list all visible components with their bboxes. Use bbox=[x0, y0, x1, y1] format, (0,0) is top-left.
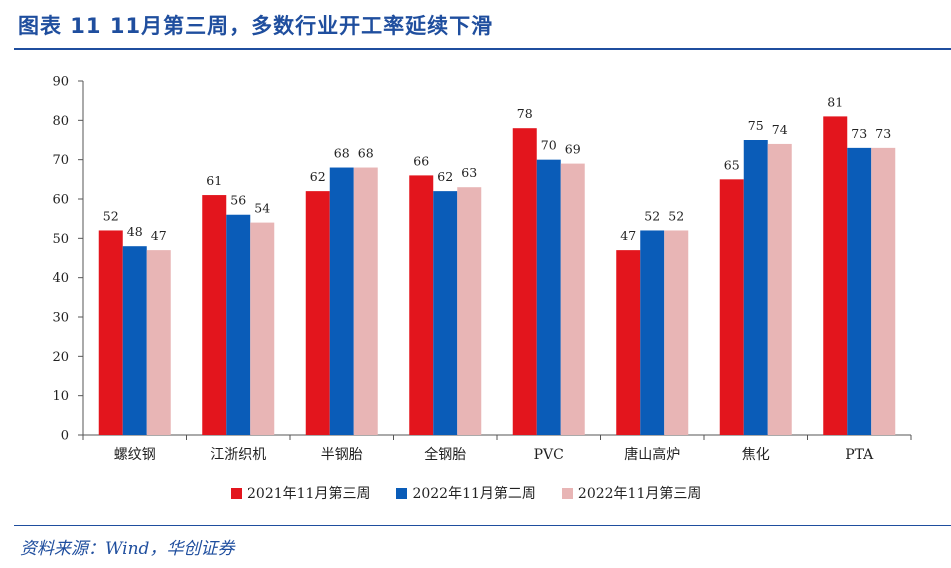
x-tick-label: 焦化 bbox=[742, 447, 770, 463]
data-label-series-1: 52 bbox=[103, 208, 119, 223]
bar-series-1 bbox=[98, 230, 123, 435]
x-tick-label: PTA bbox=[845, 447, 874, 463]
data-label-series-3: 68 bbox=[358, 146, 374, 161]
chart-legend: 2021年11月第三周 2022年11月第二周 2022年11月第三周 bbox=[231, 483, 701, 503]
y-tick-label: 70 bbox=[52, 153, 69, 168]
bar-series-1 bbox=[202, 195, 227, 435]
bar-series-1 bbox=[616, 250, 641, 435]
y-tick-label: 80 bbox=[52, 114, 69, 129]
bar-series-3 bbox=[767, 143, 792, 435]
data-label-series-1: 81 bbox=[827, 94, 843, 109]
y-tick-label: 10 bbox=[52, 389, 69, 404]
data-label-series-2: 73 bbox=[851, 126, 867, 141]
bar-series-1 bbox=[512, 128, 537, 435]
title-rule bbox=[14, 48, 951, 50]
bar-series-1 bbox=[719, 179, 744, 435]
bar-series-3 bbox=[664, 230, 689, 435]
data-label-series-3: 54 bbox=[254, 201, 270, 216]
bar-series-3 bbox=[146, 250, 171, 435]
legend-label-series-3: 2022年11月第三周 bbox=[577, 486, 702, 502]
data-label-series-1: 65 bbox=[724, 157, 740, 172]
x-tick-label: 螺纹钢 bbox=[114, 447, 156, 463]
y-tick-label: 30 bbox=[52, 311, 69, 326]
bar-series-2 bbox=[847, 147, 872, 435]
legend-label-series-1: 2021年11月第三周 bbox=[247, 486, 371, 502]
bar-series-3 bbox=[457, 187, 482, 435]
bar-series-1 bbox=[409, 175, 434, 435]
y-tick-label: 20 bbox=[52, 350, 69, 365]
data-label-series-1: 78 bbox=[517, 106, 533, 121]
bar-series-2 bbox=[226, 214, 251, 435]
bar-series-3 bbox=[871, 147, 896, 435]
legend-swatch-series-2 bbox=[396, 487, 408, 499]
x-tick-label: 江浙织机 bbox=[210, 447, 266, 463]
data-label-series-1: 66 bbox=[413, 153, 429, 168]
legend-item-series-2: 2022年11月第二周 bbox=[396, 483, 536, 503]
y-tick-label: 50 bbox=[52, 232, 69, 247]
bar-series-2 bbox=[122, 246, 147, 435]
data-label-series-2: 68 bbox=[334, 146, 350, 161]
data-label-series-3: 52 bbox=[668, 208, 684, 223]
bar-chart: 0 10 20 30 40 50 60 70 80 90 螺纹钢 52 48 47 江浙织机 61 56 54 半钢… bbox=[52, 75, 912, 463]
data-label-series-3: 74 bbox=[772, 122, 788, 137]
bar-series-1 bbox=[305, 191, 330, 435]
y-tick-label: 60 bbox=[52, 193, 69, 208]
data-label-series-2: 56 bbox=[230, 193, 246, 208]
x-tick-label: 半钢胎 bbox=[321, 447, 363, 463]
y-tick-label: 90 bbox=[52, 75, 69, 90]
figure-title: 图表 11 11月第三周，多数行业开工率延续下滑 bbox=[18, 14, 494, 38]
bar-series-2 bbox=[329, 167, 354, 435]
bar-series-2 bbox=[536, 159, 561, 435]
data-label-series-2: 48 bbox=[127, 224, 143, 239]
y-tick-label: 40 bbox=[52, 271, 69, 286]
x-tick-label: PVC bbox=[534, 447, 564, 463]
y-tick-label: 0 bbox=[61, 429, 69, 444]
x-tick-label: 唐山高炉 bbox=[624, 446, 680, 463]
legend-label-series-2: 2022年11月第二周 bbox=[412, 486, 536, 502]
data-label-series-2: 52 bbox=[644, 208, 660, 223]
data-label-series-1: 62 bbox=[310, 169, 326, 184]
data-label-series-2: 70 bbox=[541, 138, 557, 153]
data-label-series-1: 61 bbox=[206, 173, 222, 188]
bar-series-1 bbox=[823, 116, 848, 436]
bar-series-2 bbox=[433, 191, 458, 435]
data-label-series-3: 73 bbox=[875, 126, 891, 141]
legend-swatch-series-1 bbox=[231, 487, 242, 499]
legend-swatch-series-3 bbox=[561, 487, 573, 499]
x-tick-label: 全钢胎 bbox=[424, 446, 466, 463]
data-label-series-2: 62 bbox=[437, 169, 453, 184]
data-label-series-1: 47 bbox=[620, 228, 636, 243]
legend-item-series-3: 2022年11月第三周 bbox=[561, 483, 702, 503]
bar-series-2 bbox=[743, 140, 768, 435]
data-label-series-3: 69 bbox=[565, 142, 581, 157]
legend-item-series-1: 2021年11月第三周 bbox=[231, 483, 370, 503]
bar-series-3 bbox=[353, 167, 378, 435]
data-label-series-3: 63 bbox=[461, 165, 477, 180]
source-rule bbox=[14, 525, 951, 526]
data-label-series-2: 75 bbox=[748, 118, 764, 133]
data-label-series-3: 47 bbox=[151, 228, 167, 243]
bar-series-2 bbox=[640, 230, 665, 435]
bar-series-3 bbox=[250, 222, 275, 435]
bar-series-3 bbox=[560, 163, 585, 435]
source-note: 资料来源：Wind，华创证券 bbox=[20, 539, 235, 559]
